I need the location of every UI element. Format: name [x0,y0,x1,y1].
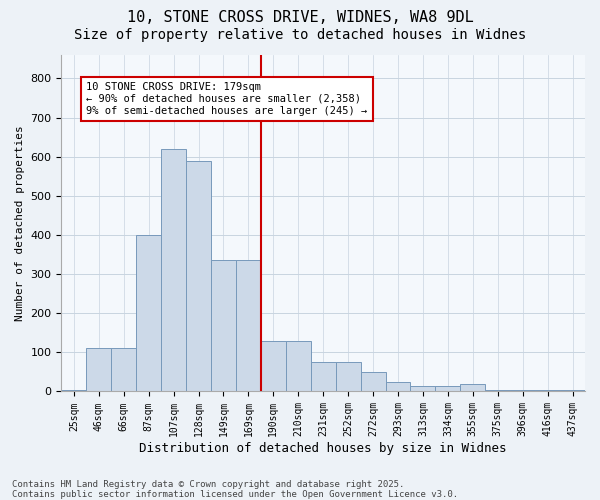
Bar [136,235,161,392]
Bar [485,390,510,392]
Bar [286,340,311,392]
Bar [186,160,211,392]
Bar [111,348,136,392]
Bar [311,362,335,392]
Bar [236,260,261,392]
Bar [86,348,111,392]
Bar [460,384,485,392]
Bar [335,362,361,392]
Bar [410,386,436,392]
X-axis label: Distribution of detached houses by size in Widnes: Distribution of detached houses by size … [139,442,507,455]
Text: Contains HM Land Registry data © Crown copyright and database right 2025.
Contai: Contains HM Land Registry data © Crown c… [12,480,458,499]
Bar [436,386,460,392]
Text: 10 STONE CROSS DRIVE: 179sqm
← 90% of detached houses are smaller (2,358)
9% of : 10 STONE CROSS DRIVE: 179sqm ← 90% of de… [86,82,368,116]
Bar [161,149,186,392]
Bar [211,260,236,392]
Bar [361,372,386,392]
Bar [261,340,286,392]
Bar [535,390,560,392]
Y-axis label: Number of detached properties: Number of detached properties [15,126,25,321]
Text: Size of property relative to detached houses in Widnes: Size of property relative to detached ho… [74,28,526,42]
Bar [61,390,86,392]
Bar [386,382,410,392]
Text: 10, STONE CROSS DRIVE, WIDNES, WA8 9DL: 10, STONE CROSS DRIVE, WIDNES, WA8 9DL [127,10,473,25]
Bar [560,390,585,392]
Bar [510,390,535,392]
